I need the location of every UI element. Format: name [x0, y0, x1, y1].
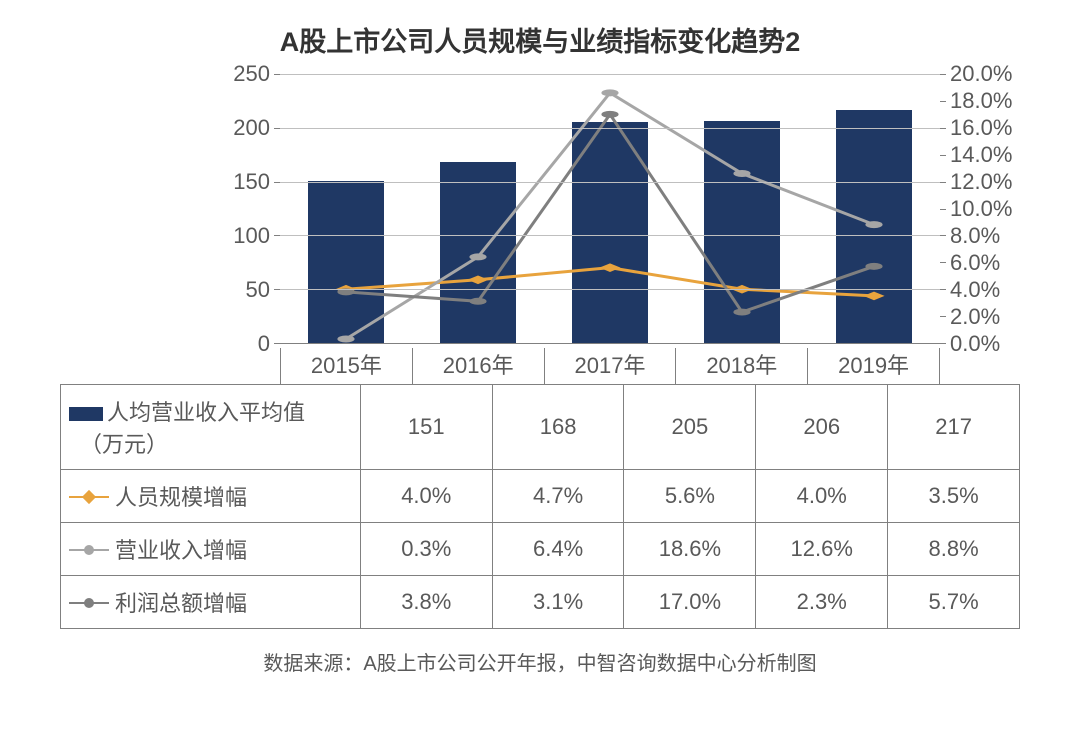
chart-marker [469, 298, 486, 305]
data-table: 人均营业收入平均值 （万元）151168205206217人员规模增幅4.0%4… [60, 384, 1020, 629]
table-cell: 4.0% [360, 470, 492, 523]
table-cell: 2.3% [756, 576, 888, 629]
y-left-tick: 0 [258, 331, 270, 357]
x-axis-label: 2015年 [280, 348, 413, 384]
table-cell: 3.8% [360, 576, 492, 629]
legend-swatch-bar [69, 407, 103, 421]
table-cell: 12.6% [756, 523, 888, 576]
table-cell: 17.0% [624, 576, 756, 629]
legend-label: 人均营业收入平均值 （万元） [69, 400, 305, 457]
legend-swatch-line [69, 543, 109, 557]
table-cell: 4.0% [756, 470, 888, 523]
table-cell: 205 [624, 385, 756, 470]
legend-label: 人员规模增幅 [115, 485, 247, 510]
chart-marker [865, 221, 882, 228]
x-axis-label: 2018年 [676, 348, 808, 384]
y-right-tick: 18.0% [950, 88, 1012, 114]
y-left-tick: 100 [233, 223, 270, 249]
chart-footer: 数据来源：A股上市公司公开年报，中智咨询数据中心分析制图 [30, 647, 1050, 676]
chart-marker [733, 170, 750, 177]
y-axis-left: 050100150200250 [210, 74, 275, 344]
y-axis-right: 0.0%2.0%4.0%6.0%8.0%10.0%12.0%14.0%16.0%… [945, 74, 1020, 344]
y-left-tick: 50 [246, 277, 270, 303]
y-right-tick: 2.0% [950, 304, 1000, 330]
chart-marker [467, 275, 488, 284]
table-cell: 5.6% [624, 470, 756, 523]
table-cell: 6.4% [492, 523, 624, 576]
y-left-tick: 200 [233, 115, 270, 141]
legend-cell: 人员规模增幅 [61, 470, 361, 523]
x-axis-label: 2016年 [413, 348, 545, 384]
chart-line [346, 93, 874, 339]
legend-label: 营业收入增幅 [115, 538, 247, 563]
chart-marker [337, 335, 354, 342]
legend-swatch-line [69, 596, 109, 610]
table-cell: 151 [360, 385, 492, 470]
y-right-tick: 10.0% [950, 196, 1012, 222]
lines-layer [280, 74, 940, 343]
table-cell: 3.1% [492, 576, 624, 629]
y-right-tick: 12.0% [950, 169, 1012, 195]
table-row: 人均营业收入平均值 （万元） 151168205206217 [61, 385, 1020, 470]
table-cell: 5.7% [888, 576, 1020, 629]
legend-cell: 利润总额增幅 [61, 576, 361, 629]
legend-label: 利润总额增幅 [115, 591, 247, 616]
legend-swatch-line [69, 490, 109, 504]
table-cell: 217 [888, 385, 1020, 470]
y-right-tick: 6.0% [950, 250, 1000, 276]
y-right-tick: 14.0% [950, 142, 1012, 168]
y-left-tick: 250 [233, 61, 270, 87]
legend-cell: 人均营业收入平均值 （万元） [61, 385, 361, 470]
y-right-tick: 16.0% [950, 115, 1012, 141]
chart-marker [601, 89, 618, 96]
y-right-tick: 4.0% [950, 277, 1000, 303]
y-right-tick: 20.0% [950, 61, 1012, 87]
chart-title: A股上市公司人员规模与业绩指标变化趋势2 [30, 20, 1050, 59]
chart-marker [599, 263, 620, 272]
plot-region [280, 74, 940, 344]
table-cell: 3.5% [888, 470, 1020, 523]
chart-marker [733, 309, 750, 316]
y-left-tick: 150 [233, 169, 270, 195]
table-cell: 4.7% [492, 470, 624, 523]
x-axis-labels: 2015年2016年2017年2018年2019年 [280, 348, 940, 384]
chart-marker [601, 111, 618, 118]
x-axis-label: 2017年 [545, 348, 677, 384]
table-cell: 8.8% [888, 523, 1020, 576]
table-cell: 18.6% [624, 523, 756, 576]
table-row: 营业收入增幅 0.3%6.4%18.6%12.6%8.8% [61, 523, 1020, 576]
y-right-tick: 0.0% [950, 331, 1000, 357]
chart-marker [469, 253, 486, 260]
chart-marker [865, 263, 882, 270]
chart-marker [863, 292, 884, 301]
table-cell: 206 [756, 385, 888, 470]
table-cell: 168 [492, 385, 624, 470]
x-axis-label: 2019年 [808, 348, 940, 384]
table-cell: 0.3% [360, 523, 492, 576]
legend-cell: 营业收入增幅 [61, 523, 361, 576]
table-row: 利润总额增幅 3.8%3.1%17.0%2.3%5.7% [61, 576, 1020, 629]
chart-area: 050100150200250 0.0%2.0%4.0%6.0%8.0%10.0… [60, 74, 1020, 384]
y-right-tick: 8.0% [950, 223, 1000, 249]
table-row: 人员规模增幅4.0%4.7%5.6%4.0%3.5% [61, 470, 1020, 523]
